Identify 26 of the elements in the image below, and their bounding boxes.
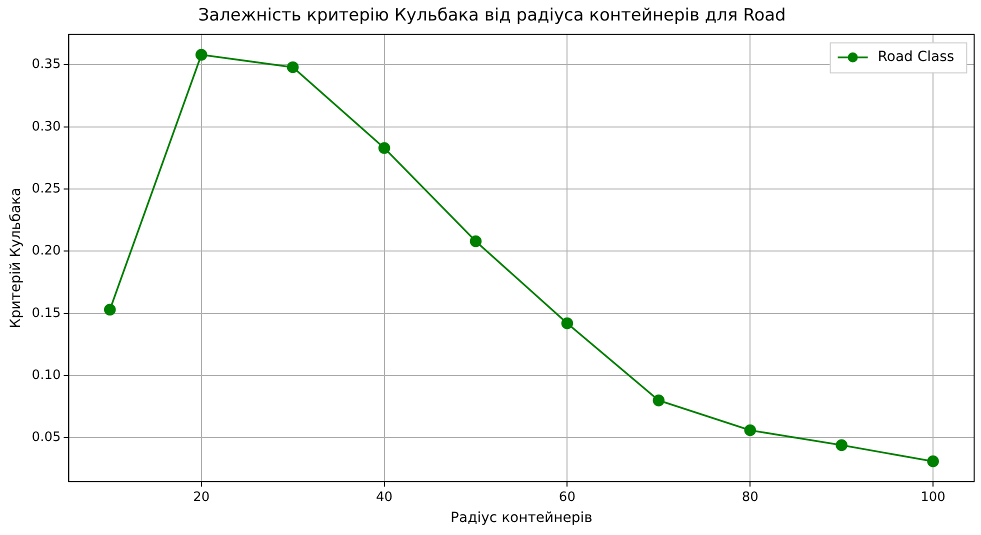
y-tick-label: 0.05 bbox=[32, 430, 61, 446]
x-tick-label: 100 bbox=[920, 490, 946, 505]
point bbox=[927, 455, 939, 468]
y-tick-label: 0.30 bbox=[32, 119, 61, 134]
x-tick-label: 60 bbox=[558, 490, 576, 505]
y-tick-label: 0.15 bbox=[32, 306, 61, 321]
point bbox=[652, 394, 665, 406]
x-tick-label: 40 bbox=[376, 490, 393, 505]
legend-label: Road Class bbox=[878, 49, 954, 66]
y-axis-title: Критерій Кульбака bbox=[8, 188, 24, 328]
point bbox=[286, 61, 299, 74]
y-tick-label: 0.10 bbox=[32, 368, 61, 383]
x-axis-title: Радіус контейнерів bbox=[450, 510, 592, 526]
y-tick-label: 0.35 bbox=[32, 57, 61, 72]
y-tick-label: 0.20 bbox=[32, 244, 61, 259]
x-tick-label: 80 bbox=[742, 490, 758, 505]
y-tick-label: 0.25 bbox=[32, 181, 61, 196]
point bbox=[195, 48, 208, 61]
x-tick-label: 20 bbox=[193, 490, 210, 505]
chart-title: Залежність критерію Кульбака від радіуса контейнерів для Road bbox=[198, 6, 786, 26]
point bbox=[836, 439, 848, 452]
point bbox=[378, 142, 390, 154]
point bbox=[744, 424, 756, 436]
point bbox=[470, 235, 482, 248]
point bbox=[561, 317, 574, 330]
point bbox=[104, 304, 116, 316]
